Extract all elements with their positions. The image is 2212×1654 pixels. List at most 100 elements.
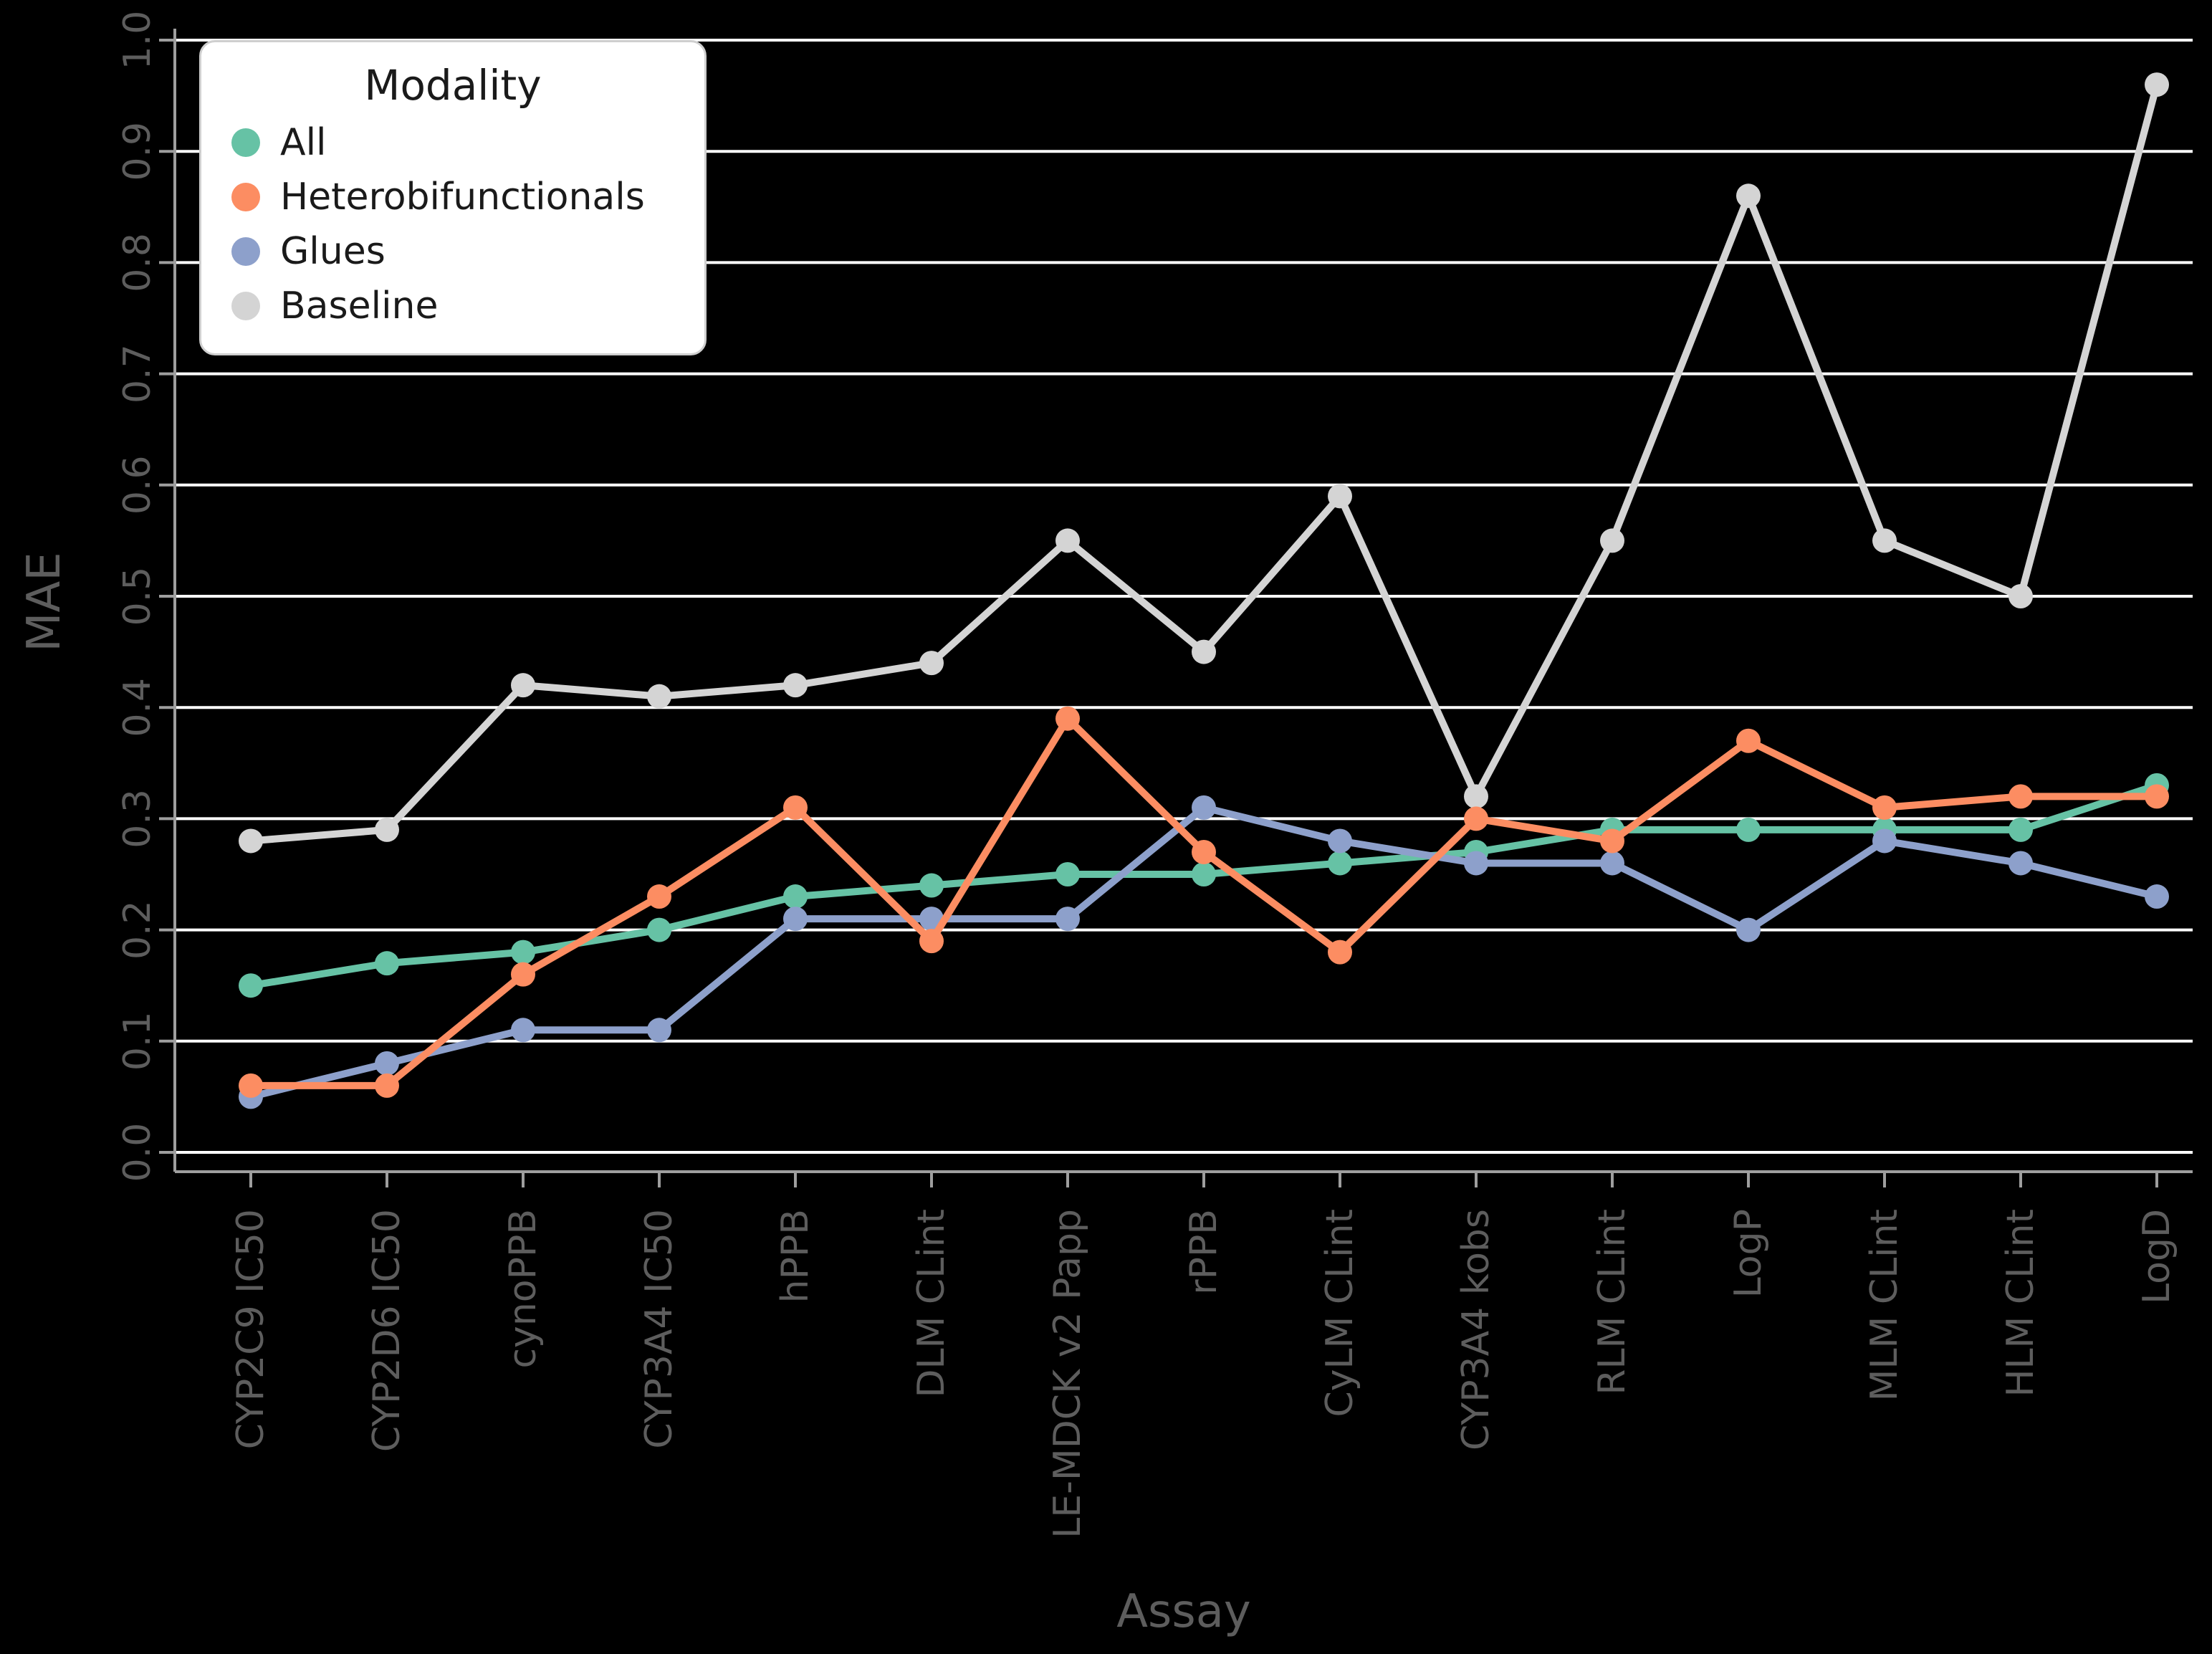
y-axis-title: MAE [18,552,71,652]
series-heterobifunctionals [239,706,2169,1098]
data-point-marker [1055,706,1080,731]
y-tick-label: 0.9 [116,122,159,181]
data-point-marker [1736,817,1761,842]
legend-marker-baseline-icon [231,292,260,320]
x-tick-label: LogD [2135,1209,2178,1304]
legend-label-all: All [280,121,327,164]
x-tick-label: CYP2C9 IC50 [229,1209,272,1449]
legend-title: Modality [364,61,542,110]
y-tick-label: 0.6 [116,455,159,515]
data-point-marker [2145,784,2169,809]
data-point-marker [375,817,399,842]
y-tick-label: 0.4 [116,678,159,737]
data-point-marker [1328,484,1352,509]
data-point-marker [1192,639,1216,664]
data-point-marker [239,828,263,854]
legend-label-glues: Glues [280,230,386,273]
x-tick-label: RLM CLint [1591,1209,1634,1395]
x-tick-label: DLM CLint [910,1209,953,1397]
data-point-marker [1192,839,1216,864]
axes [173,29,2193,1173]
x-tick-label: CyLM CLint [1318,1209,1361,1418]
data-point-marker [1055,862,1080,886]
data-point-marker [1736,183,1761,209]
data-point-marker [1464,851,1488,876]
data-point-marker [647,917,671,942]
y-tick-label: 0.1 [116,1011,159,1071]
data-point-marker [1328,828,1352,854]
y-tick-label: 1.0 [116,11,159,70]
data-point-marker [2008,584,2033,608]
data-point-marker [239,973,263,998]
x-axis-ticks: CYP2C9 IC50 CYP2D6 IC50 cynoPPB CYP3A4 IC50… [229,1172,2178,1539]
data-point-marker [511,940,535,965]
data-point-marker [1872,528,1897,553]
data-point-marker [783,884,808,909]
x-tick-label: LE-MDCK v2 Papp [1046,1209,1089,1539]
x-tick-label: rPPB [1182,1209,1225,1295]
x-tick-label: CYP3A4 kobs [1455,1209,1498,1450]
data-point-marker [647,684,671,709]
data-point-marker [511,673,535,698]
data-point-marker [919,873,944,898]
x-tick-label: CYP2D6 IC50 [365,1209,408,1452]
data-point-marker [1600,528,1624,553]
data-point-marker [2008,817,2033,842]
legend-item-all: All [231,121,674,164]
y-tick-label: 0.0 [116,1123,159,1182]
x-axis-title: Assay [1116,1585,1251,1638]
data-point-marker [2008,784,2033,809]
data-point-marker [919,651,944,676]
data-point-marker [2008,851,2033,876]
data-point-marker [647,1018,671,1043]
series-baseline [239,72,2169,854]
data-point-marker [1736,728,1761,753]
y-tick-label: 0.5 [116,567,159,626]
legend-item-glues: Glues [231,230,674,273]
data-point-marker [511,1018,535,1043]
legend: Modality All Heterobifunctionals Glues B… [199,40,707,355]
legend-item-baseline: Baseline [231,285,674,328]
data-point-marker [1464,784,1488,809]
data-point-marker [1055,528,1080,553]
legend-marker-all-icon [231,128,260,157]
legend-label-heterobifunctionals: Heterobifunctionals [280,176,645,219]
data-point-marker [919,929,944,954]
data-point-marker [375,1051,399,1076]
data-point-marker [1736,917,1761,942]
data-point-marker [783,795,808,820]
data-point-marker [1192,795,1216,820]
data-point-marker [1328,940,1352,965]
x-tick-label: cynoPPB [502,1209,545,1369]
y-tick-label: 0.8 [116,233,159,292]
data-point-marker [1328,851,1352,876]
data-point-marker [239,1073,263,1098]
x-tick-label: CYP3A4 IC50 [638,1209,681,1449]
x-tick-label: MLM CLint [1863,1209,1906,1401]
y-tick-label: 0.7 [116,344,159,403]
x-tick-label: hPPB [774,1209,817,1303]
data-point-marker [375,951,399,976]
data-point-marker [1872,828,1897,854]
data-point-marker [2145,884,2169,909]
legend-item-heterobifunctionals: Heterobifunctionals [231,176,674,219]
data-point-marker [1192,862,1216,886]
legend-marker-glues-icon [231,237,260,266]
data-point-marker [2145,72,2169,97]
y-axis-ticks: 0.0 0.1 0.2 0.3 0.4 0.5 0.6 0.7 0.8 0.9 1.0 [116,11,175,1182]
data-point-marker [1600,828,1624,854]
data-point-marker [1872,795,1897,820]
data-point-marker [511,962,535,987]
y-tick-label: 0.2 [116,900,159,960]
data-point-marker [375,1073,399,1098]
x-tick-label: HLM CLint [1999,1209,2042,1397]
x-tick-label: LogP [1727,1209,1770,1298]
data-point-marker [1600,851,1624,876]
data-point-marker [783,907,808,932]
data-point-marker [1464,806,1488,831]
legend-label-baseline: Baseline [280,285,439,328]
data-point-marker [783,673,808,698]
data-point-marker [1055,907,1080,932]
